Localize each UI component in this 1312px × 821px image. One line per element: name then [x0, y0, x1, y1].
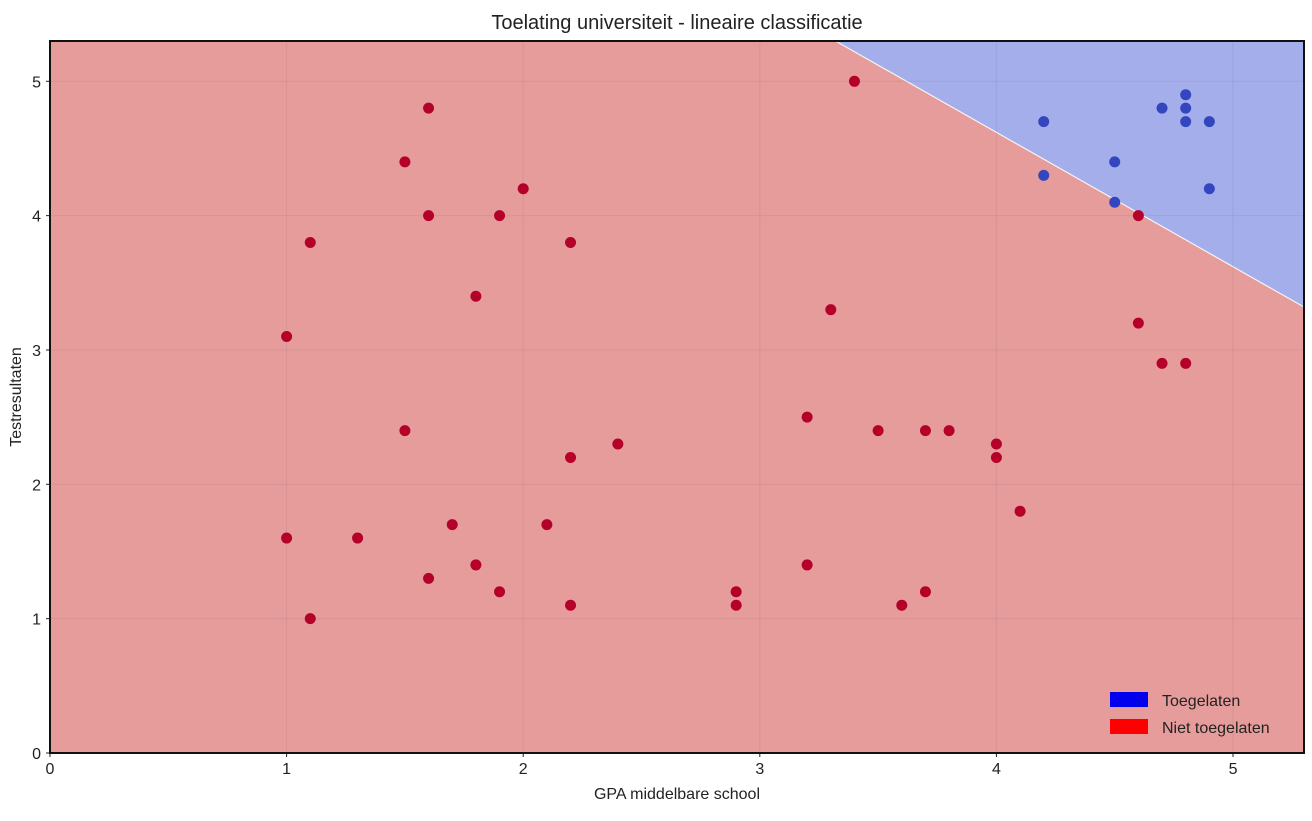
- point-toegelaten: [1203, 183, 1215, 195]
- point-niet-toegelaten: [801, 411, 813, 423]
- y-axis-label: Testresultaten: [8, 347, 25, 447]
- point-niet-toegelaten: [423, 102, 435, 114]
- point-niet-toegelaten: [541, 519, 553, 531]
- point-toegelaten: [1203, 116, 1215, 128]
- point-niet-toegelaten: [565, 599, 577, 611]
- point-niet-toegelaten: [1014, 505, 1026, 517]
- point-niet-toegelaten: [730, 586, 742, 598]
- point-niet-toegelaten: [919, 425, 931, 437]
- legend-label: Toegelaten: [1162, 693, 1240, 710]
- point-toegelaten: [1038, 169, 1050, 181]
- point-niet-toegelaten: [423, 572, 435, 584]
- point-niet-toegelaten: [281, 532, 293, 544]
- y-tick-label: 4: [32, 209, 41, 226]
- x-tick-label: 2: [519, 761, 528, 778]
- point-niet-toegelaten: [304, 613, 316, 625]
- point-toegelaten: [1180, 102, 1192, 114]
- point-niet-toegelaten: [896, 599, 908, 611]
- point-niet-toegelaten: [919, 586, 931, 598]
- y-tick-label: 3: [32, 343, 41, 360]
- point-niet-toegelaten: [872, 425, 884, 437]
- point-niet-toegelaten: [612, 438, 624, 450]
- x-tick-label: 1: [282, 761, 291, 778]
- chart-title: Toelating universiteit - lineaire classi…: [491, 12, 862, 34]
- legend-swatch: [1110, 719, 1148, 734]
- point-niet-toegelaten: [281, 331, 293, 343]
- legend-swatch: [1110, 692, 1148, 707]
- point-niet-toegelaten: [801, 559, 813, 571]
- point-toegelaten: [1180, 89, 1192, 101]
- x-tick-label: 4: [992, 761, 1001, 778]
- point-niet-toegelaten: [565, 451, 577, 463]
- point-niet-toegelaten: [1132, 210, 1144, 222]
- x-tick-label: 0: [46, 761, 55, 778]
- point-niet-toegelaten: [304, 237, 316, 249]
- point-niet-toegelaten: [565, 237, 577, 249]
- point-niet-toegelaten: [423, 210, 435, 222]
- point-niet-toegelaten: [848, 75, 860, 87]
- y-tick-label: 5: [32, 74, 41, 91]
- point-niet-toegelaten: [399, 425, 411, 437]
- plot-area: 0 1 2 3 4 5 0 1 2 3 4 5: [32, 40, 1305, 778]
- x-axis-label: GPA middelbare school: [594, 786, 760, 803]
- plot-frame: [49, 40, 1305, 754]
- legend-label: Niet toegelaten: [1162, 720, 1270, 737]
- point-niet-toegelaten: [990, 438, 1002, 450]
- point-niet-toegelaten: [730, 599, 742, 611]
- point-niet-toegelaten: [1132, 317, 1144, 329]
- point-niet-toegelaten: [990, 451, 1002, 463]
- point-toegelaten: [1109, 156, 1121, 168]
- point-niet-toegelaten: [399, 156, 411, 168]
- x-tick-label: 3: [755, 761, 764, 778]
- point-niet-toegelaten: [1156, 357, 1168, 369]
- y-tick-label: 0: [32, 746, 41, 763]
- decision-boundary: [835, 40, 1305, 308]
- point-toegelaten: [1109, 196, 1121, 208]
- point-niet-toegelaten: [352, 532, 364, 544]
- point-niet-toegelaten: [1180, 357, 1192, 369]
- point-niet-toegelaten: [494, 210, 506, 222]
- point-niet-toegelaten: [470, 559, 482, 571]
- point-niet-toegelaten: [470, 290, 482, 302]
- point-niet-toegelaten: [943, 425, 955, 437]
- y-tick-label: 1: [32, 612, 41, 629]
- point-toegelaten: [1180, 116, 1192, 128]
- point-niet-toegelaten: [825, 304, 837, 316]
- point-toegelaten: [1156, 102, 1168, 114]
- point-niet-toegelaten: [446, 519, 458, 531]
- y-tick-label: 2: [32, 477, 41, 494]
- x-tick-label: 5: [1229, 761, 1238, 778]
- legend: Toegelaten Niet toegelaten: [1110, 692, 1270, 737]
- point-toegelaten: [1038, 116, 1050, 128]
- point-niet-toegelaten: [494, 586, 506, 598]
- point-niet-toegelaten: [517, 183, 529, 195]
